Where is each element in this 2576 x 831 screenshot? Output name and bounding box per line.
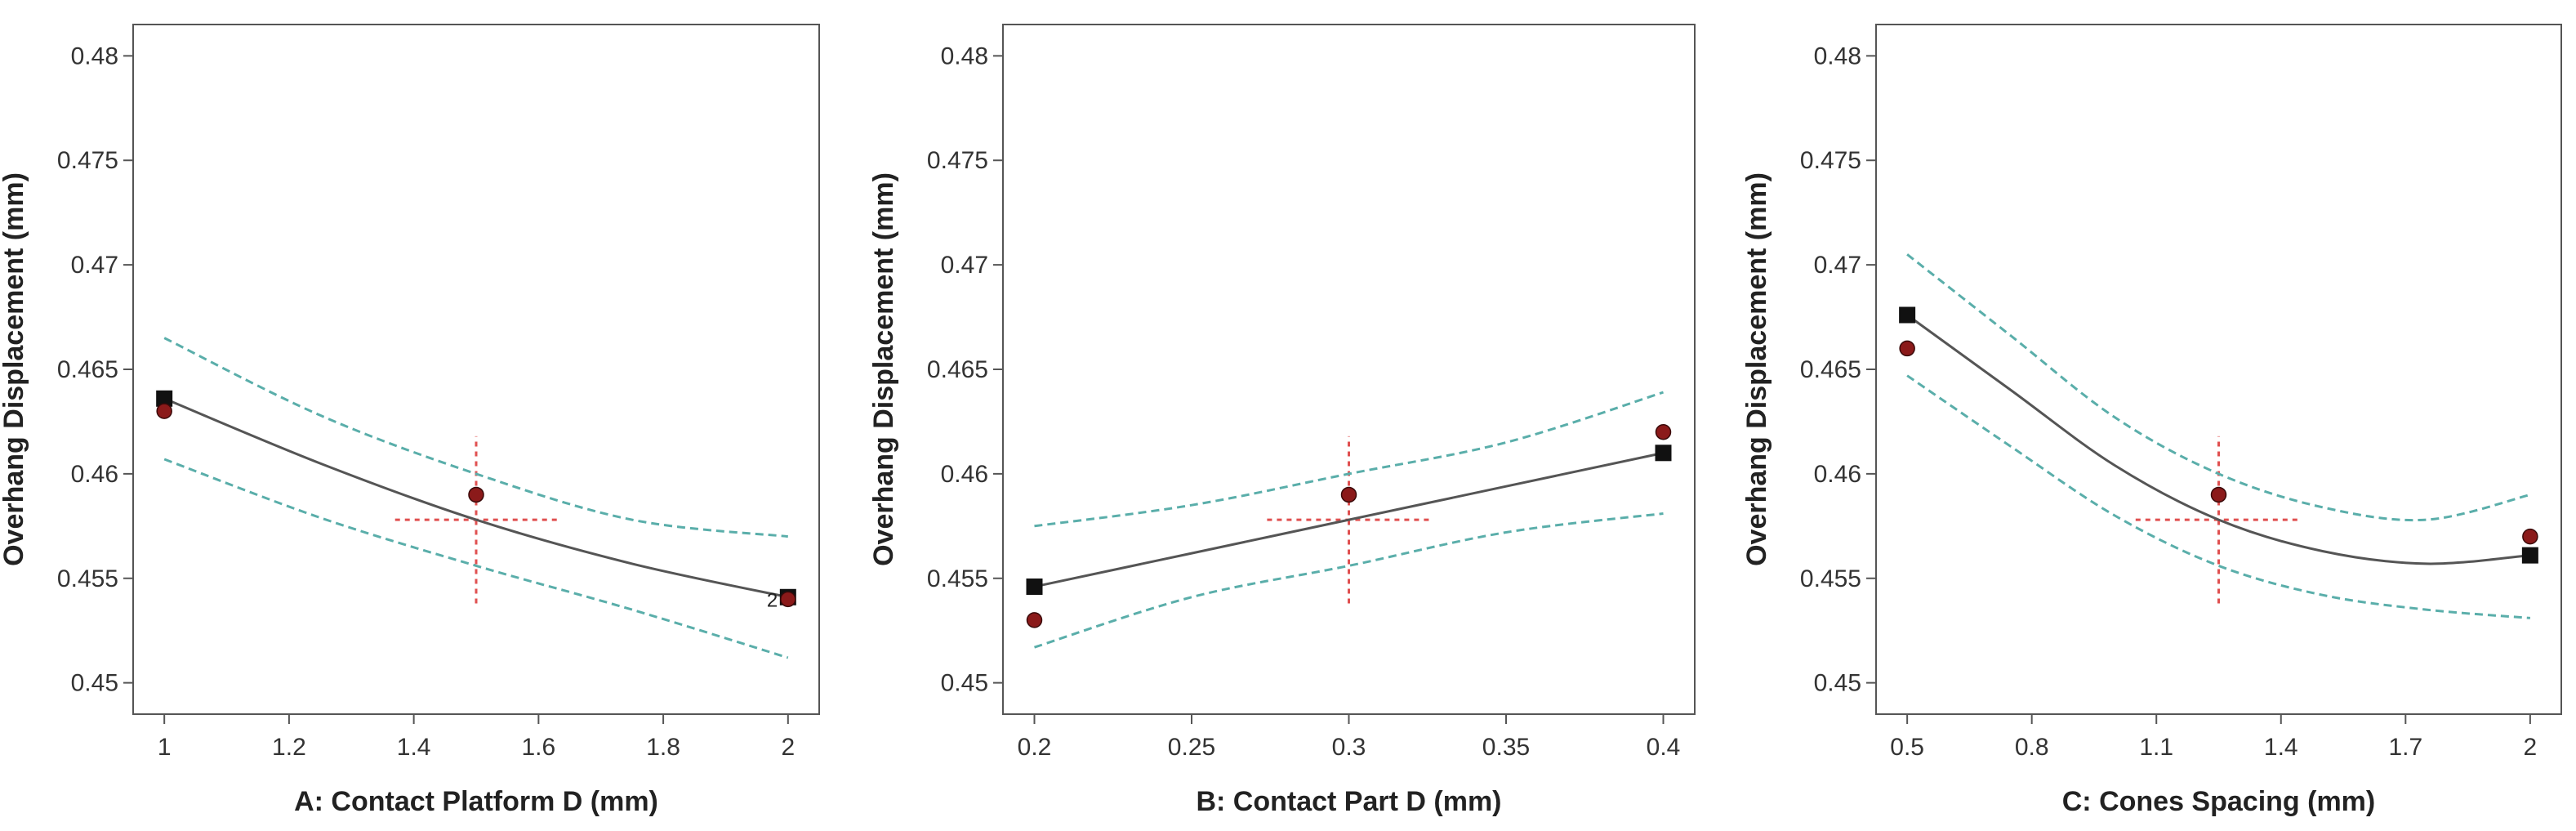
x-axis-title: B: Contact Part D (mm)	[1196, 786, 1501, 817]
y-tick-label: 0.48	[71, 42, 118, 69]
chart-panel-1: 0.45 0.455 0.46 0.465 0.47 0.475 0.48 1 1.2 1.4 1.…	[0, 24, 820, 817]
prediction-line	[163, 397, 789, 599]
design-point	[1026, 612, 1043, 628]
x-tick-label: 0.25	[1168, 734, 1215, 761]
x-tick-label: 0.2	[1018, 734, 1052, 761]
y-tick-label: 0.46	[1814, 461, 1861, 488]
prediction-marker	[1026, 578, 1043, 595]
x-tick-label: 1.7	[2388, 734, 2422, 761]
x-tick-label: 0.5	[1890, 734, 1924, 761]
design-point	[1340, 486, 1357, 503]
x-tick-label: 1	[158, 734, 172, 761]
y-tick-label: 0.48	[941, 42, 988, 69]
x-tick-label: 1.6	[522, 734, 556, 761]
ci-upper-line	[1034, 391, 1664, 528]
design-point	[156, 403, 172, 419]
x-tick-label: 0.35	[1482, 734, 1530, 761]
prediction-line	[1034, 451, 1664, 588]
prediction-marker	[156, 390, 173, 407]
ci-upper-line	[1906, 253, 2531, 522]
ci-lower-line	[1034, 512, 1664, 649]
y-tick-label: 0.46	[71, 461, 118, 488]
y-tick-label: 0.465	[1800, 356, 1861, 383]
design-point	[468, 486, 484, 503]
prediction-marker	[1899, 306, 1916, 324]
y-tick-label: 0.48	[1814, 42, 1861, 69]
ci-lower-line	[1906, 374, 2531, 619]
x-tick-label: 0.3	[1332, 734, 1366, 761]
chart-panel-3: 0.45 0.455 0.46 0.465 0.47 0.475 0.48 0.5 0.8 1.1…	[1741, 24, 2562, 817]
plot-frame	[1875, 24, 2562, 715]
y-tick-label: 0.455	[927, 565, 988, 592]
x-tick-label: 2	[2524, 734, 2538, 761]
x-axis-title: A: Contact Platform D (mm)	[294, 786, 658, 817]
prediction-line	[1906, 314, 2531, 565]
y-tick-label: 0.45	[941, 670, 988, 697]
y-tick-label: 0.455	[1800, 565, 1861, 592]
y-tick-label: 0.45	[1814, 670, 1861, 697]
x-axis-title: C: Cones Spacing (mm)	[2062, 786, 2375, 817]
y-tick-label: 0.475	[1800, 147, 1861, 174]
y-axis-title: Overhang Displacement (mm)	[868, 172, 899, 566]
x-tick-label: 1.1	[2139, 734, 2173, 761]
y-tick-label: 0.47	[71, 252, 118, 279]
chart-panel-2: 0.45 0.455 0.46 0.465 0.47 0.475 0.48 0.2 0.25 0.…	[868, 24, 1696, 817]
y-tick-label: 0.46	[941, 461, 988, 488]
x-tick-label: 0.4	[1647, 734, 1681, 761]
design-point	[2210, 486, 2227, 503]
plot-frame	[132, 24, 820, 715]
x-tick-label: 1.8	[646, 734, 680, 761]
y-tick-label: 0.465	[57, 356, 118, 383]
plot-frame	[1002, 24, 1696, 715]
y-axis-title: Overhang Displacement (mm)	[1741, 172, 1772, 566]
x-tick-label: 1.4	[2264, 734, 2298, 761]
prediction-marker	[1655, 445, 1672, 462]
y-tick-label: 0.475	[927, 147, 988, 174]
design-point	[1655, 423, 1672, 440]
y-tick-label: 0.47	[1814, 252, 1861, 279]
ci-lower-line	[163, 458, 789, 659]
y-axis-title: Overhang Displacement (mm)	[0, 172, 29, 566]
ci-upper-line	[163, 337, 788, 538]
x-tick-label: 1.4	[397, 734, 431, 761]
y-tick-label: 0.475	[57, 147, 118, 174]
prediction-marker	[2521, 547, 2538, 564]
x-tick-label: 2	[781, 734, 795, 761]
design-point	[2522, 528, 2538, 545]
design-point	[780, 591, 796, 608]
design-point	[1899, 340, 1915, 357]
y-tick-label: 0.47	[941, 252, 988, 279]
y-tick-label: 0.455	[57, 565, 118, 592]
y-tick-label: 0.465	[927, 356, 988, 383]
design-point-count: 2	[767, 589, 778, 611]
x-tick-label: 0.8	[2015, 734, 2049, 761]
x-tick-label: 1.2	[272, 734, 306, 761]
y-tick-label: 0.45	[71, 670, 118, 697]
